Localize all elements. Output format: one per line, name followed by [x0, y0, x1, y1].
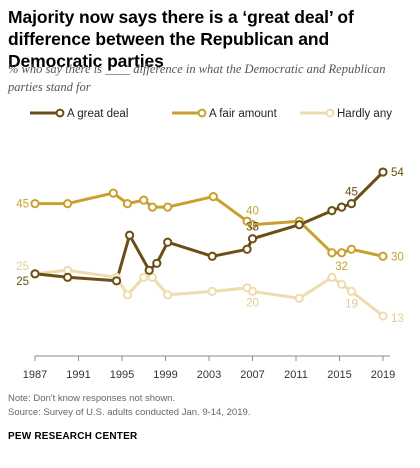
data-point	[139, 272, 149, 282]
x-tick-label: 2003	[197, 369, 221, 381]
data-point	[163, 290, 173, 300]
series-markers	[30, 167, 388, 321]
data-point	[30, 199, 40, 209]
data-point	[337, 279, 347, 289]
data-point	[144, 265, 154, 275]
data-point	[242, 244, 252, 254]
data-point	[207, 286, 217, 296]
data-point	[247, 286, 258, 296]
data-point	[378, 311, 388, 321]
organization-logo-text: PEW RESEARCH CENTER	[8, 431, 138, 442]
data-label: 54	[391, 167, 404, 179]
data-point	[139, 195, 149, 205]
legend-label: A fair amount	[209, 108, 278, 120]
data-point	[122, 290, 133, 300]
data-point	[327, 206, 337, 216]
x-axis-ticks: 1987 1991 1995 1999 2003 2007 2011 2015 2019	[23, 356, 395, 381]
x-tick-label: 1987	[23, 369, 47, 381]
data-point	[346, 199, 357, 209]
data-point	[147, 202, 158, 212]
data-label: 32	[335, 261, 348, 273]
legend-swatch-marker	[55, 108, 65, 118]
data-point	[125, 230, 135, 240]
data-point	[122, 199, 133, 209]
data-label: 19	[345, 298, 358, 310]
data-point	[30, 269, 40, 279]
data-point	[208, 192, 218, 202]
data-point	[152, 258, 162, 268]
x-tick-label: 2019	[371, 369, 395, 381]
data-label: 45	[345, 187, 358, 199]
series-line	[35, 191, 384, 258]
data-point	[337, 202, 347, 212]
data-point	[63, 199, 73, 209]
data-label: 30	[391, 251, 404, 263]
data-point	[163, 202, 173, 212]
data-point	[108, 188, 118, 198]
data-point	[207, 251, 217, 261]
data-point	[378, 167, 388, 177]
data-labels: 25 35 45 54 45 40 32 30 25 20 19 13	[16, 167, 404, 325]
series-line	[34, 171, 385, 283]
chart-title: Majority now says there is a ‘great deal…	[8, 7, 354, 71]
data-point	[327, 248, 337, 258]
x-tick-label: 2007	[240, 369, 264, 381]
x-tick-label: 2011	[284, 369, 308, 381]
source-text: Source: Survey of U.S. adults conducted …	[8, 407, 251, 418]
data-point	[346, 244, 357, 254]
legend: A great deal A fair amount Hardly any	[30, 108, 392, 120]
x-tick-label: 1999	[153, 369, 177, 381]
line-chart: A great deal A fair amount Hardly any 1987…	[16, 108, 404, 381]
x-tick-label: 1991	[66, 369, 90, 381]
data-label: 25	[16, 276, 29, 288]
x-tick-label: 2015	[327, 369, 351, 381]
data-label: 13	[391, 313, 404, 325]
data-point	[294, 293, 304, 303]
data-point	[346, 286, 357, 296]
data-point	[327, 272, 337, 282]
data-point	[378, 251, 388, 261]
chart-subtitle: % who say there is ____ difference in wh…	[8, 62, 386, 94]
data-label: 40	[246, 206, 259, 218]
note-text: Note: Don't know responses not shown.	[8, 393, 176, 404]
data-point	[63, 272, 73, 282]
data-point	[247, 220, 258, 230]
data-label: 35	[246, 222, 259, 234]
data-label: 20	[246, 297, 259, 309]
data-point	[294, 220, 304, 230]
data-point	[247, 234, 258, 244]
data-point	[163, 237, 173, 247]
legend-label: Hardly any	[337, 108, 392, 120]
data-point	[337, 248, 347, 258]
legend-swatch-marker	[325, 108, 335, 118]
data-point	[147, 272, 158, 282]
data-point	[111, 276, 122, 286]
x-tick-label: 1995	[110, 369, 134, 381]
chart-notes: Note: Don't know responses not shown. So…	[8, 392, 250, 420]
legend-label: A great deal	[67, 108, 128, 120]
legend-swatch-marker	[197, 108, 207, 118]
data-label: 45	[16, 199, 29, 211]
data-label: 25	[16, 261, 29, 273]
